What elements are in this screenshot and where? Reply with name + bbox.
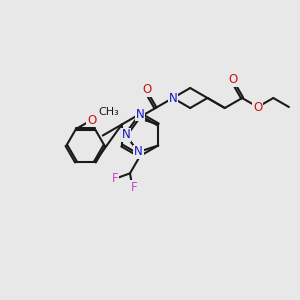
Text: N: N [122,128,130,142]
Text: O: O [142,83,151,96]
Text: F: F [112,172,118,184]
Text: N: N [169,92,177,104]
Text: O: O [253,100,262,113]
Text: F: F [131,181,138,194]
Text: O: O [87,113,96,127]
Text: CH₃: CH₃ [98,107,119,117]
Text: N: N [136,107,144,121]
Text: O: O [229,73,238,86]
Text: N: N [134,146,142,158]
